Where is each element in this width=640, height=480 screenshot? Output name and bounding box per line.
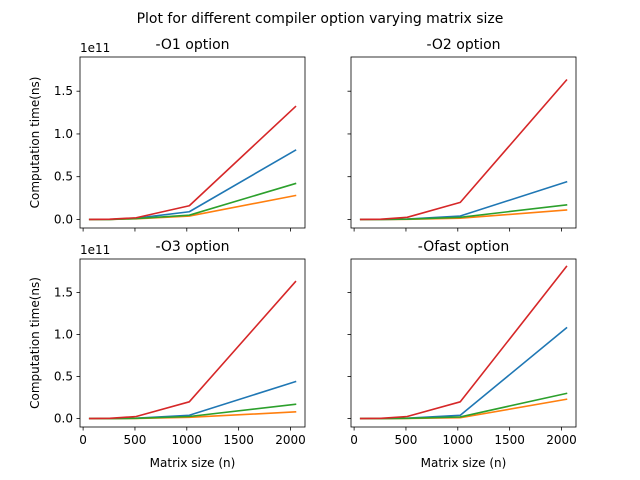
x-tick-label: 2000: [275, 433, 306, 447]
x-axis-label: Matrix size (n): [421, 456, 507, 470]
y-tick-label: 1.5: [54, 84, 73, 98]
x-tick-label: 2000: [546, 433, 577, 447]
y-tick-label: 1.0: [54, 127, 73, 141]
axes-frame: [350, 258, 577, 428]
x-tick-label: 1500: [223, 433, 254, 447]
subplot-title: -O1 option: [155, 37, 229, 53]
series-line: [359, 265, 568, 420]
axes-frame: [79, 56, 306, 229]
y-tick-label: 1.0: [54, 328, 73, 342]
series-line: [88, 105, 297, 221]
subplot-title: -O2 option: [426, 37, 500, 53]
x-tick-label: 1000: [172, 433, 203, 447]
y-offset-label: 1e11: [80, 41, 110, 55]
x-tick-label: 500: [395, 433, 418, 447]
y-tick-label: 1.5: [54, 286, 73, 300]
x-tick-label: 0: [79, 433, 87, 447]
x-tick-label: 1000: [443, 433, 474, 447]
y-tick-label: 0.0: [54, 212, 73, 226]
y-offset-label: 1e11: [80, 243, 110, 257]
subplot-panel: -O2 option: [347, 37, 577, 232]
y-tick-label: 0.0: [54, 412, 73, 426]
subplot-title: -Ofast option: [418, 239, 509, 255]
figure-suptitle: Plot for different compiler option varyi…: [137, 11, 504, 27]
x-tick-label: 1500: [494, 433, 525, 447]
y-axis-label: Computation time(ns): [28, 277, 42, 409]
x-tick-label: 0: [350, 433, 358, 447]
x-tick-label: 500: [124, 433, 147, 447]
subplot-panel: 0.0 0.5 1.0 1.5 -O1 option 1e11 Computation ti…: [28, 37, 306, 232]
y-tick-label: 0.5: [54, 370, 73, 384]
axes-frame: [79, 258, 306, 428]
subplot-panel: 0 500 1000 1500 2000 -Ofast option Matrix size…: [347, 239, 577, 470]
series-line: [88, 280, 297, 420]
y-tick-label: 0.5: [54, 170, 73, 184]
subplot-grid: 0.0 0.5 1.0 1.5 -O1 option 1e11 Computation ti…: [28, 37, 577, 470]
y-axis-label: Computation time(ns): [28, 77, 42, 209]
subplot-panel: 0 500 1000 1500 2000 0.0 0.5 1.0 1.5 -O3 option 1e…: [28, 239, 306, 470]
series-line: [359, 78, 568, 221]
subplot-title: -O3 option: [155, 239, 229, 255]
axes-frame: [350, 56, 577, 229]
x-axis-label: Matrix size (n): [150, 456, 236, 470]
